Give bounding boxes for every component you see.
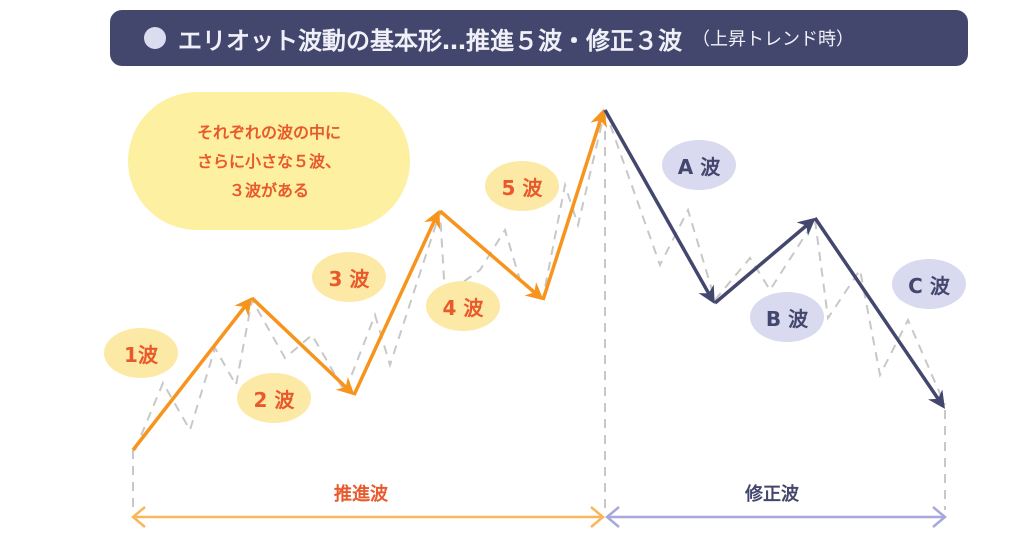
label-wave-c: C 波 bbox=[892, 259, 966, 309]
wave-a-arrow bbox=[603, 109, 715, 305]
title-sub: （上昇トレンド時） bbox=[692, 29, 854, 50]
note-line: ３波がある bbox=[228, 180, 309, 200]
label-wave-4: 4 波 bbox=[426, 281, 500, 331]
bullet-icon bbox=[144, 27, 166, 49]
corrective-label: 修正波 bbox=[745, 484, 799, 505]
note-bubble: それぞれの波の中に さらに小さな５波、 ３波がある bbox=[128, 92, 410, 230]
title-bar: エリオット波動の基本形…推進５波・修正３波 （上昇トレンド時） bbox=[110, 10, 968, 66]
wave-c-arrow bbox=[813, 217, 945, 409]
label-wave-5: 5 波 bbox=[485, 161, 559, 211]
wave-2-arrow bbox=[250, 296, 355, 396]
wave-1-arrow bbox=[131, 297, 253, 452]
title-main: エリオット波動の基本形…推進５波・修正３波 bbox=[178, 26, 682, 55]
wave-b-arrow bbox=[713, 217, 816, 305]
sub-waves-corrective bbox=[604, 109, 946, 406]
label-wave-1: 1波 bbox=[104, 328, 178, 378]
wave-4-arrow bbox=[438, 209, 544, 301]
impulse-label: 推進波 bbox=[334, 484, 388, 505]
label-wave-b: B 波 bbox=[750, 292, 824, 342]
wave-5-arrow bbox=[541, 108, 608, 301]
wave-3-arrow bbox=[352, 209, 441, 396]
note-line: さらに小さな５波、 bbox=[196, 151, 341, 171]
label-wave-3: 3 波 bbox=[312, 252, 386, 302]
label-wave-a: A 波 bbox=[662, 140, 736, 190]
note-line: それぞれの波の中に bbox=[196, 122, 341, 142]
label-wave-2: 2 波 bbox=[237, 373, 311, 423]
